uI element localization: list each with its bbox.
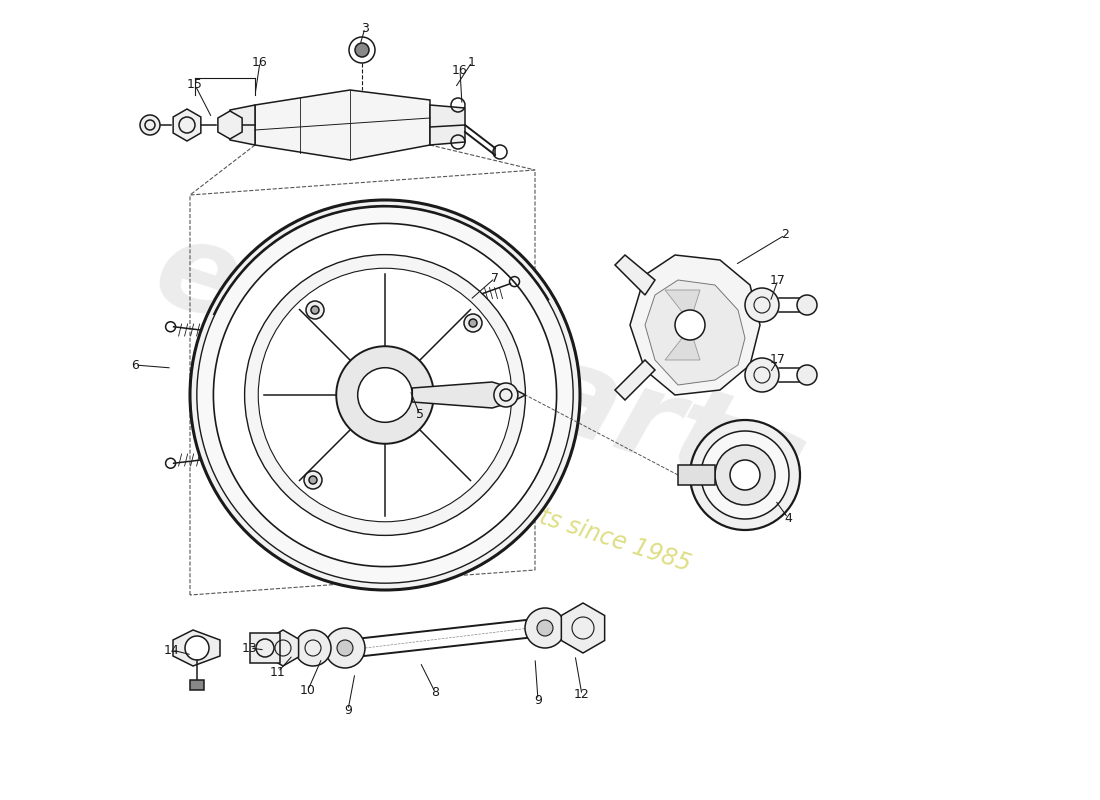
Circle shape (690, 420, 800, 530)
Circle shape (355, 43, 368, 57)
Circle shape (213, 223, 557, 566)
Circle shape (140, 115, 159, 135)
Text: 14: 14 (164, 643, 180, 657)
Circle shape (337, 346, 433, 444)
Polygon shape (630, 255, 760, 395)
Text: 4: 4 (784, 511, 792, 525)
Text: 10: 10 (300, 683, 316, 697)
Polygon shape (430, 105, 465, 145)
Circle shape (309, 476, 317, 484)
Polygon shape (666, 328, 700, 360)
Text: 6: 6 (131, 358, 139, 371)
Polygon shape (267, 630, 298, 666)
Circle shape (745, 358, 779, 392)
Text: 9: 9 (535, 694, 542, 706)
Circle shape (197, 207, 573, 583)
Circle shape (798, 295, 817, 315)
Text: 5: 5 (416, 409, 424, 422)
Text: 15: 15 (187, 78, 202, 91)
Polygon shape (226, 105, 255, 145)
Circle shape (306, 301, 324, 319)
Polygon shape (218, 111, 242, 139)
Circle shape (537, 620, 553, 636)
Circle shape (469, 319, 477, 327)
Circle shape (324, 628, 365, 668)
Polygon shape (173, 630, 220, 666)
Circle shape (745, 288, 779, 322)
Text: 8: 8 (431, 686, 439, 698)
Text: 9: 9 (344, 703, 352, 717)
Polygon shape (615, 360, 654, 400)
Circle shape (244, 254, 526, 535)
Polygon shape (561, 603, 605, 653)
Circle shape (258, 268, 512, 522)
Circle shape (798, 365, 817, 385)
Bar (250, 633, 280, 663)
Text: 16: 16 (452, 63, 468, 77)
Circle shape (701, 431, 789, 519)
Text: 12: 12 (574, 689, 590, 702)
Text: 11: 11 (271, 666, 286, 678)
Polygon shape (615, 255, 654, 295)
Circle shape (715, 445, 775, 505)
Text: europarts: europarts (141, 210, 820, 530)
Circle shape (190, 200, 580, 590)
Circle shape (464, 314, 482, 332)
Text: 16: 16 (252, 55, 268, 69)
Polygon shape (678, 465, 715, 485)
Circle shape (185, 636, 209, 660)
Circle shape (337, 640, 353, 656)
Circle shape (730, 460, 760, 490)
Circle shape (295, 630, 331, 666)
Text: 3: 3 (361, 22, 368, 34)
Text: 2: 2 (781, 229, 789, 242)
Circle shape (675, 310, 705, 340)
Text: 17: 17 (770, 274, 785, 286)
Circle shape (494, 383, 518, 407)
Polygon shape (666, 290, 700, 322)
Bar (190, 680, 204, 690)
Polygon shape (173, 109, 201, 141)
Polygon shape (412, 382, 526, 408)
Circle shape (311, 306, 319, 314)
Text: 7: 7 (491, 271, 499, 285)
Circle shape (358, 368, 412, 422)
Circle shape (525, 608, 565, 648)
Polygon shape (645, 280, 745, 385)
Text: 1: 1 (469, 55, 476, 69)
Circle shape (304, 471, 322, 489)
Text: a passion for parts since 1985: a passion for parts since 1985 (346, 443, 693, 577)
Text: 17: 17 (770, 354, 785, 366)
Text: 13: 13 (242, 642, 257, 654)
Polygon shape (255, 90, 430, 160)
